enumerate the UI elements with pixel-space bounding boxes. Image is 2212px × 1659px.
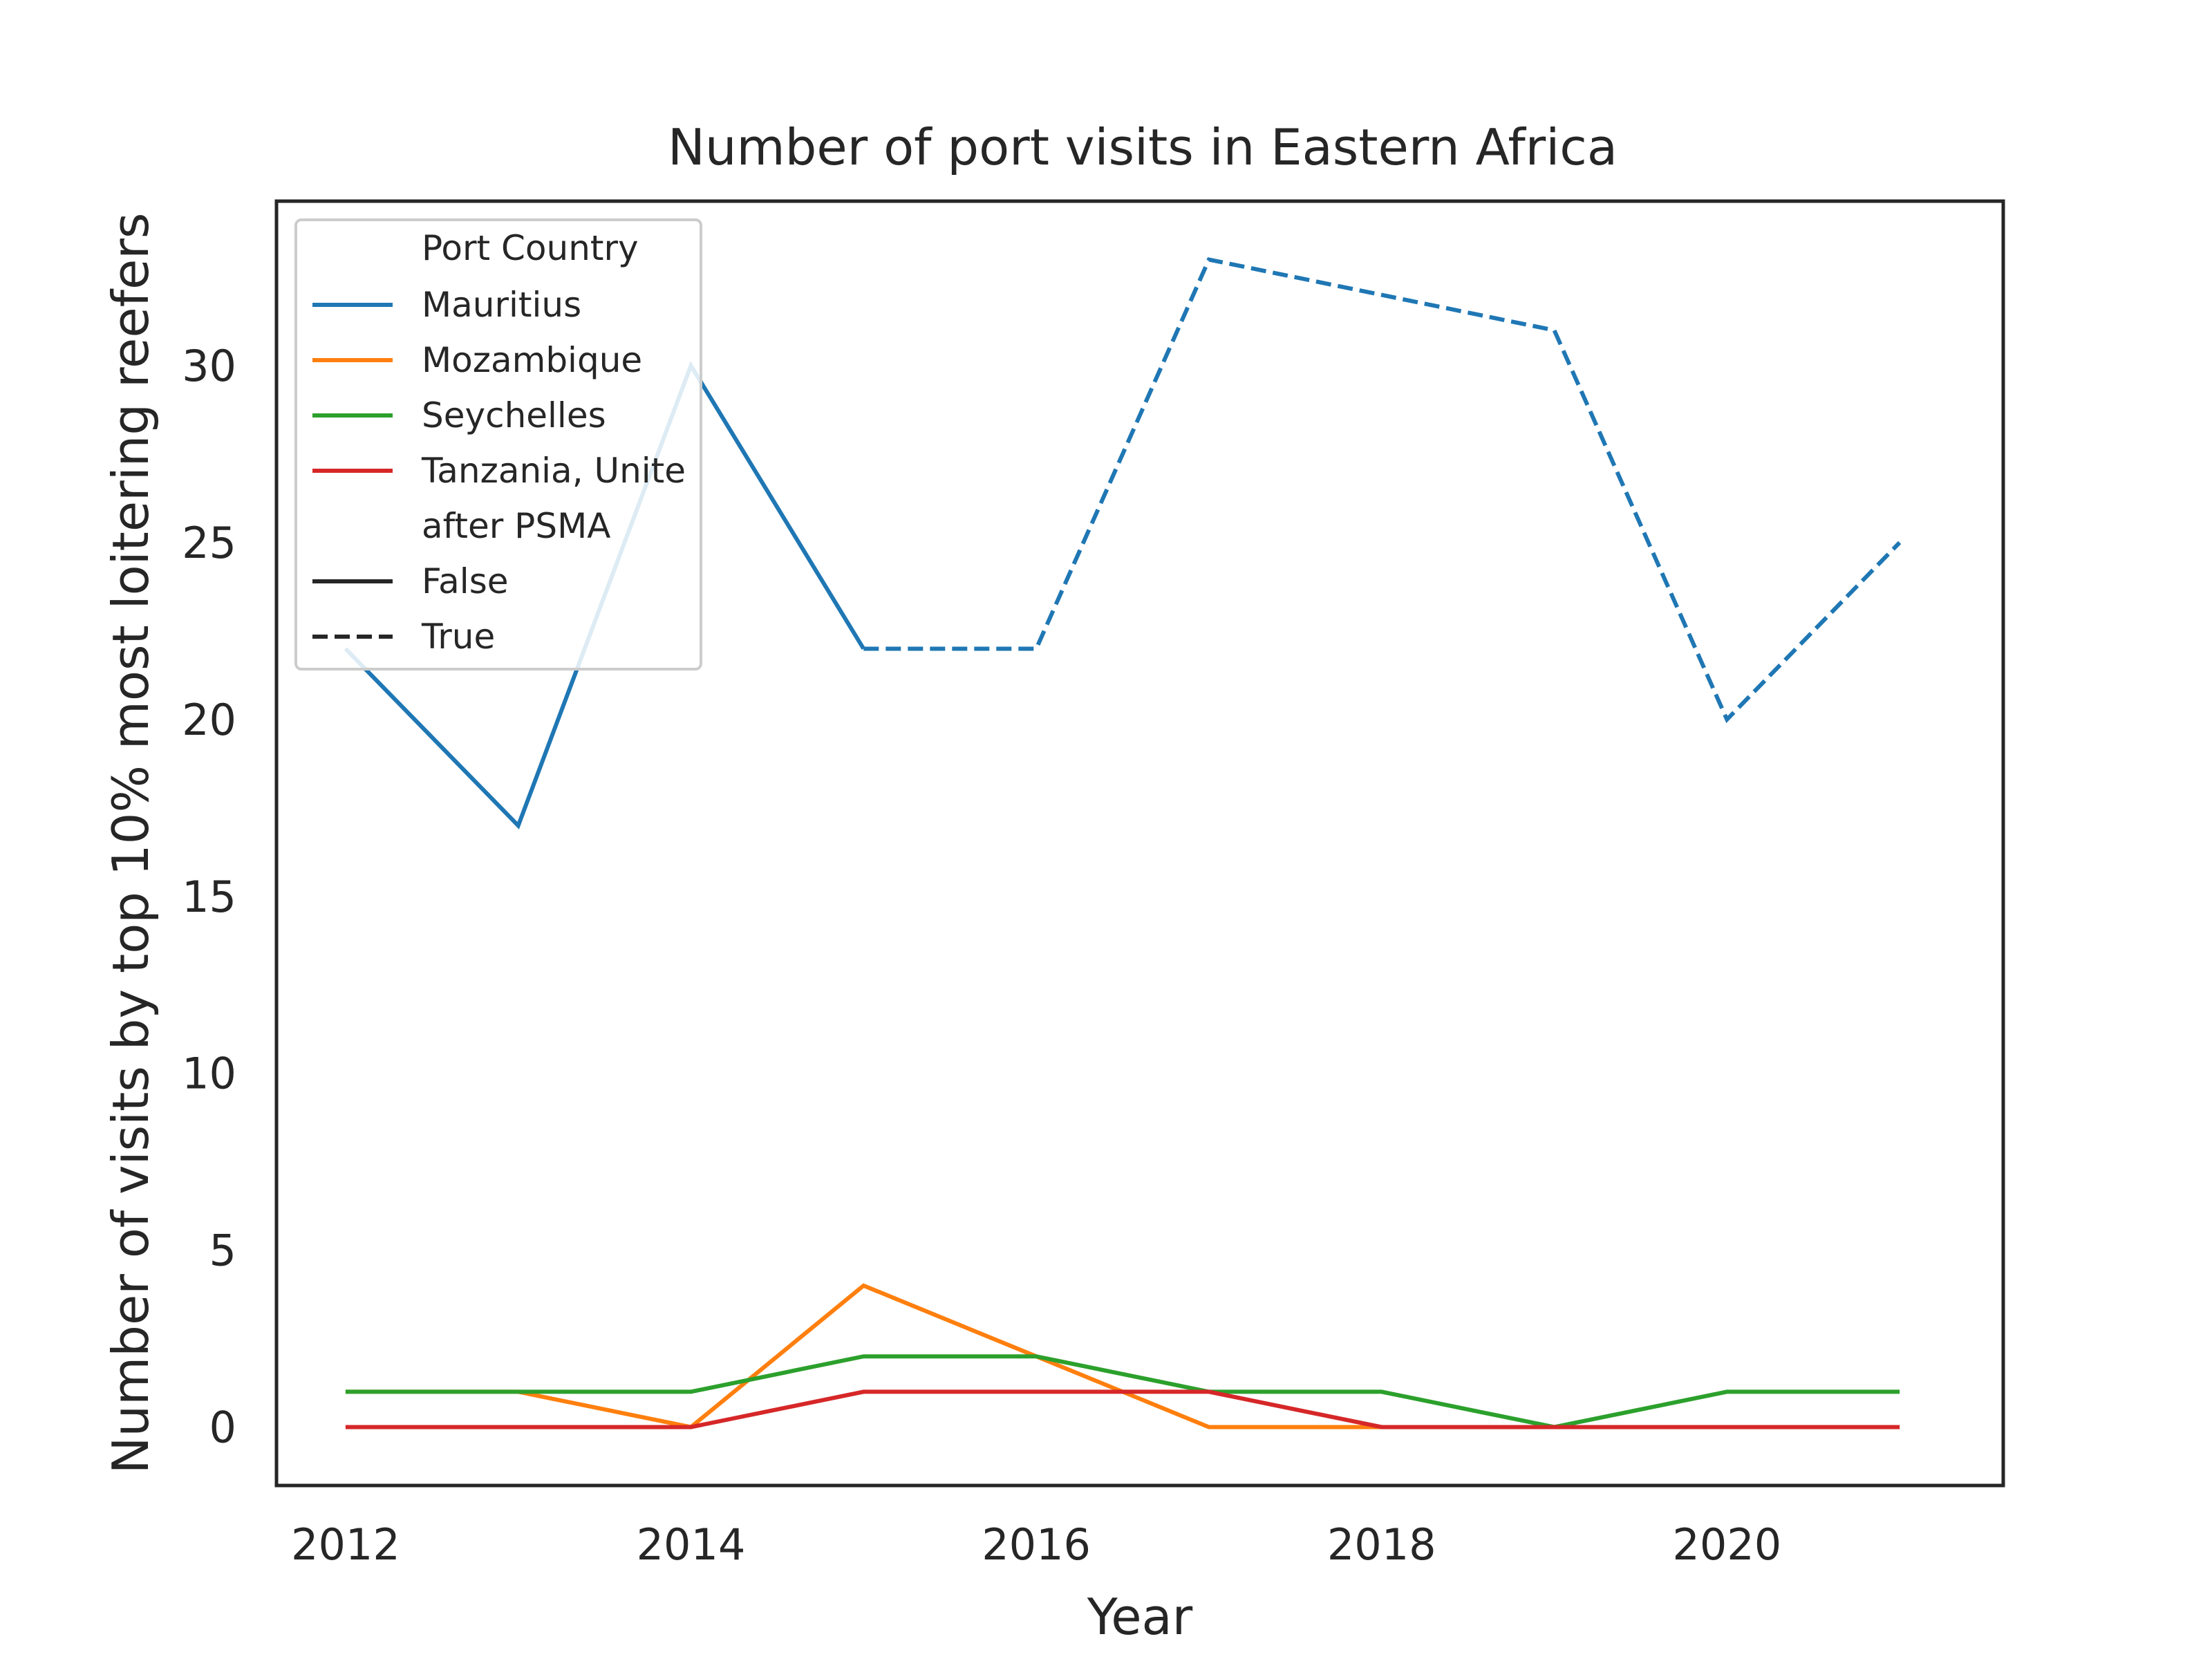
y-tick-label-30: 30 [182,341,236,391]
legend-title-after-psma: after PSMA [422,506,610,546]
y-tick-label-15: 15 [182,872,236,922]
x-axis-label: Year [1087,1588,1193,1646]
legend-label-mauritius: Mauritius [422,285,581,325]
y-tick-label-25: 25 [182,518,236,568]
legend-title-port-country: Port Country [422,228,639,268]
y-tick-label-20: 20 [182,695,236,745]
series-line-seychelles-before-psma [345,1354,1900,1430]
y-axis-ticks: 0 5 10 15 20 25 30 [182,341,236,1453]
x-tick-label-2020: 2020 [1672,1519,1781,1570]
legend-box [294,218,702,671]
y-tick-label-0: 0 [209,1403,236,1453]
series-layer [344,257,1902,1430]
x-tick-label-2014: 2014 [637,1519,746,1570]
x-tick-label-2012: 2012 [291,1519,400,1570]
legend: Port Country Mauritius Mozambique Seyche… [294,218,702,671]
legend-label-mozambique: Mozambique [422,340,642,380]
legend-label-seychelles: Seychelles [422,395,606,435]
legend-label-true: True [421,617,495,657]
series-line-tanzania-unite-before-psma [345,1389,1900,1430]
chart-title: Number of port visits in Eastern Africa [668,118,1618,176]
legend-label-tanzania: Tanzania, Unite [421,451,686,491]
plot-frame [274,199,2005,1488]
y-tick-label-5: 5 [209,1226,236,1276]
legend-label-false: False [422,561,509,601]
x-tick-label-2016: 2016 [982,1519,1091,1570]
x-axis-ticks: 2012 2014 2016 2018 2020 [291,1519,1781,1570]
x-tick-label-2018: 2018 [1327,1519,1436,1570]
y-tick-label-10: 10 [182,1049,236,1099]
y-axis-label: Number of visits by top 10% most loiteri… [102,213,160,1474]
series-line-mauritius-after-psma [863,257,1902,724]
